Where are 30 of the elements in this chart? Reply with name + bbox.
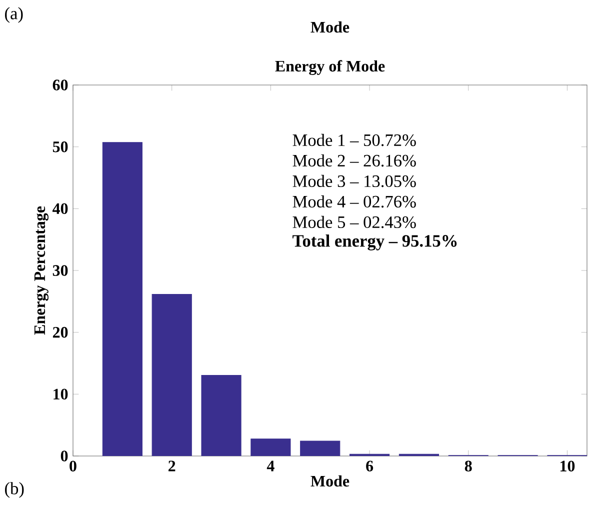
text: (b) [5,482,24,498]
chart-title: Energy of Mode [275,60,385,75]
x-tick-label: 8 [464,460,472,472]
y-tick-label: 50 [52,141,68,152]
annotation: Mode 1 – 50.72% [292,134,416,146]
y-tick-label: 20 [52,326,68,338]
bar [300,440,340,456]
annotation: Total energy – 95.15% [292,234,457,250]
y-tick-label: 30 [52,265,68,276]
annotation: Mode 5 – 02.43% [292,216,416,228]
y-tick-label: 60 [52,80,68,90]
y-tick-label: 10 [54,388,68,400]
x-axis-title: Mode [310,475,350,487]
bar [102,142,142,456]
x-tick-label: 2 [168,460,176,472]
annotation: Mode 3 – 13.05% [292,174,416,188]
bar [201,375,242,456]
text: (a) [5,7,23,23]
x-tick-label: 0 [70,460,76,472]
bar [250,438,291,456]
x-tick-label: 4 [266,460,274,472]
y-axis-title: Energy Percentage [34,206,48,335]
y-tick-label: 40 [52,203,68,214]
bar [152,294,192,456]
x-tick-label: 6 [366,460,374,472]
y-tick-label: 0 [60,450,68,462]
annotation: Mode 2 – 26.16% [292,154,416,167]
x-tick-label: 10 [560,460,575,472]
annotation: Mode 4 – 02.76% [292,195,416,208]
text: Mode [310,21,350,33]
